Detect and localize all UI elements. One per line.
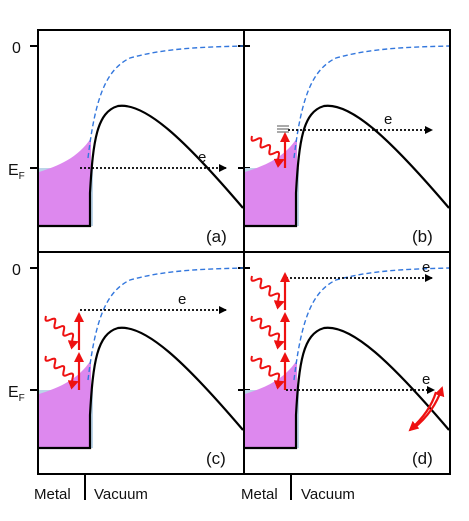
electron-label-c: e	[178, 291, 186, 308]
panel-b: (b) e	[245, 45, 450, 246]
zero-label-top: 0	[12, 40, 21, 57]
fermi-distribution-b	[245, 138, 297, 226]
panel-label-a: (a)	[206, 227, 227, 246]
fermi-label-top-base: E	[8, 162, 19, 179]
x-label-metal-right: Metal	[241, 486, 278, 503]
vacuum-level-a	[87, 45, 244, 159]
panel-a: (a) e	[39, 45, 244, 246]
photon-wave-d-1	[250, 315, 285, 350]
fermi-distribution-c	[39, 360, 91, 448]
vacuum-level-d	[293, 267, 450, 381]
photon-wave-d-0	[250, 355, 285, 390]
panel-label-b: (b)	[412, 227, 433, 246]
electron-label-b: e	[384, 111, 392, 128]
panels-layer: (a) e (b) e (c) e (d) e e	[39, 45, 450, 468]
photon-wave-b-0	[250, 135, 285, 168]
fermi-distribution-a	[39, 138, 91, 226]
panel-label-d: (d)	[412, 449, 433, 468]
panel-d-frame	[243, 251, 451, 475]
potential-barrier-d	[245, 326, 450, 450]
x-label-vacuum-right: Vacuum	[301, 486, 355, 503]
vacuum-level-c	[87, 267, 244, 381]
panel-c: (c) e	[39, 267, 244, 468]
photon-wave-d-2	[250, 275, 285, 310]
fermi-distribution-d	[245, 360, 297, 448]
electron-label-a: e	[198, 149, 206, 166]
panel-d: (d) e e	[245, 259, 450, 468]
electron-label-d: e	[422, 259, 430, 276]
potential-barrier-c	[39, 326, 244, 450]
potential-barrier-a	[39, 104, 244, 228]
fermi-label-top-sub: F	[19, 171, 25, 182]
fermi-label-bottom-sub: F	[19, 393, 25, 404]
x-label-vacuum-left: Vacuum	[94, 486, 148, 503]
zero-label-bottom: 0	[12, 262, 21, 279]
vacuum-level-b	[293, 45, 450, 159]
potential-barrier-b	[245, 104, 450, 228]
panel-label-c: (c)	[206, 449, 226, 468]
x-label-metal-left: Metal	[34, 486, 71, 503]
electron-label-d-2: e	[422, 371, 430, 388]
photon-wave-c-0	[44, 355, 79, 390]
fermi-label-bottom: EF	[8, 384, 25, 404]
fermi-label-bottom-base: E	[8, 384, 19, 401]
field-modulation-arrow-down	[408, 391, 438, 432]
photon-wave-c-1	[44, 315, 79, 350]
fermi-label-top: EF	[8, 162, 25, 182]
